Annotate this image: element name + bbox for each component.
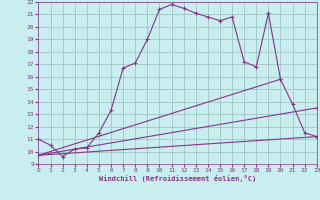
X-axis label: Windchill (Refroidissement éolien,°C): Windchill (Refroidissement éolien,°C) (99, 175, 256, 182)
